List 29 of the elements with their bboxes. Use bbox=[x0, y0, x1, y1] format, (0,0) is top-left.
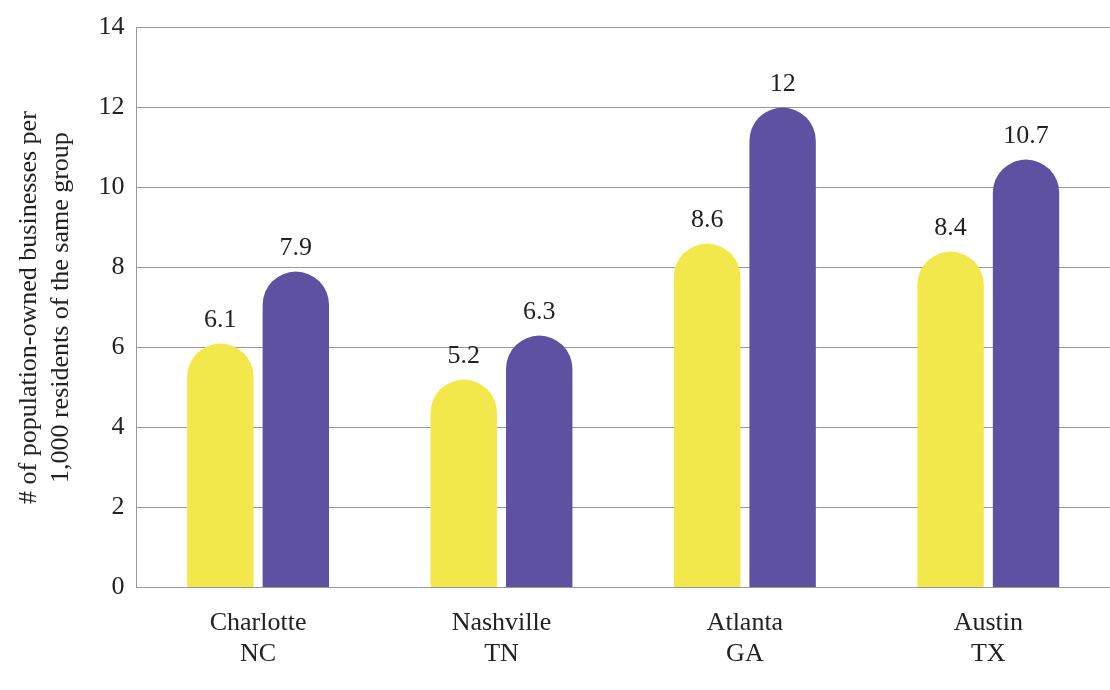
x-tick-label: Charlotte NC bbox=[209, 607, 307, 668]
bar bbox=[917, 251, 984, 588]
bar bbox=[262, 271, 330, 588]
data-label: 12 bbox=[769, 68, 796, 98]
y-tick-label: 4 bbox=[111, 411, 125, 441]
bar bbox=[673, 243, 741, 588]
y-tick-label: 8 bbox=[111, 251, 125, 281]
y-tick-label: 0 bbox=[111, 571, 125, 601]
data-label: 7.9 bbox=[279, 232, 313, 262]
x-tick-label: Austin TX bbox=[953, 607, 1023, 668]
bar bbox=[187, 343, 254, 588]
data-label: 5.2 bbox=[447, 340, 481, 370]
bar bbox=[749, 107, 816, 588]
y-tick-label: 14 bbox=[98, 11, 125, 41]
y-tick-label: 10 bbox=[98, 171, 125, 201]
data-label: 8.4 bbox=[934, 212, 967, 242]
data-label: 6.1 bbox=[204, 304, 237, 334]
y-axis-title: # of population-owned businesses per 1,000 residents of the same group bbox=[13, 110, 74, 505]
bar bbox=[992, 159, 1060, 588]
bar bbox=[506, 335, 573, 588]
bar bbox=[430, 379, 497, 588]
data-label: 6.3 bbox=[522, 296, 556, 326]
x-tick-label: Atlanta GA bbox=[706, 607, 784, 668]
x-tick-label: Nashville TN bbox=[451, 607, 552, 668]
y-tick-label: 2 bbox=[111, 491, 125, 521]
data-label: 10.7 bbox=[1003, 120, 1049, 150]
y-tick-label: 6 bbox=[111, 331, 125, 361]
data-label: 8.6 bbox=[690, 204, 724, 234]
y-tick-label: 12 bbox=[98, 91, 125, 121]
